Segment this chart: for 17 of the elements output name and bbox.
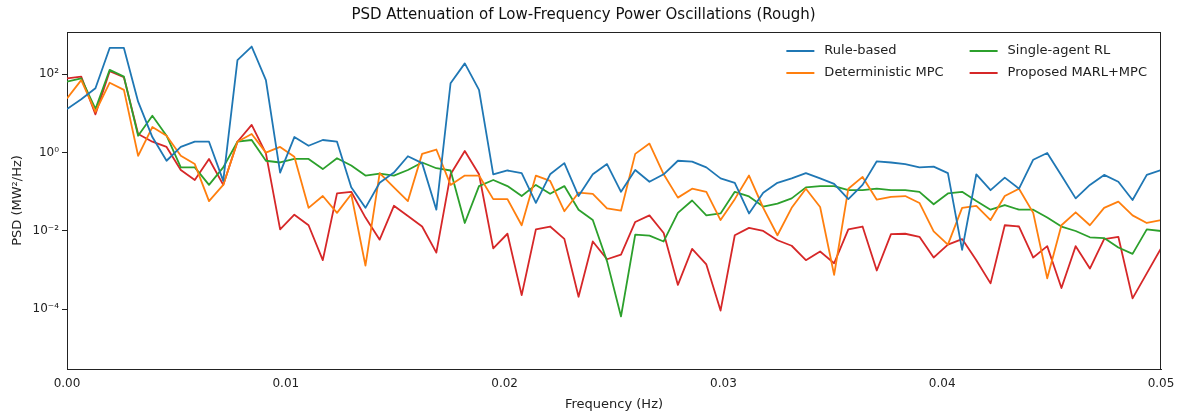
y-axis-title: PSD (MW²/Hz) bbox=[9, 155, 25, 246]
x-tick-label: 0.03 bbox=[710, 376, 737, 391]
x-tick-label: 0.05 bbox=[1147, 376, 1175, 391]
chart-title: PSD Attenuation of Low-Frequency Power Oscillations (Rough) bbox=[351, 4, 816, 23]
legend-label: Deterministic MPC bbox=[824, 64, 944, 80]
legend-label: Rule-based bbox=[824, 42, 897, 58]
y-tick-label: 10⁻² bbox=[32, 223, 60, 238]
y-tick-label: 10⁰ bbox=[38, 144, 60, 159]
x-tick-label: 0.04 bbox=[928, 376, 956, 391]
x-axis-title: Frequency (Hz) bbox=[564, 395, 664, 411]
x-tick-label: 0.00 bbox=[53, 376, 81, 391]
y-tick-label: 10² bbox=[38, 66, 60, 81]
x-tick-label: 0.02 bbox=[491, 376, 518, 391]
x-tick-label: 0.01 bbox=[272, 376, 300, 391]
y-tick-label: 10⁻⁴ bbox=[32, 301, 60, 316]
legend-label: Single-agent RL bbox=[1007, 42, 1111, 58]
legend-label: Proposed MARL+MPC bbox=[1007, 64, 1148, 80]
